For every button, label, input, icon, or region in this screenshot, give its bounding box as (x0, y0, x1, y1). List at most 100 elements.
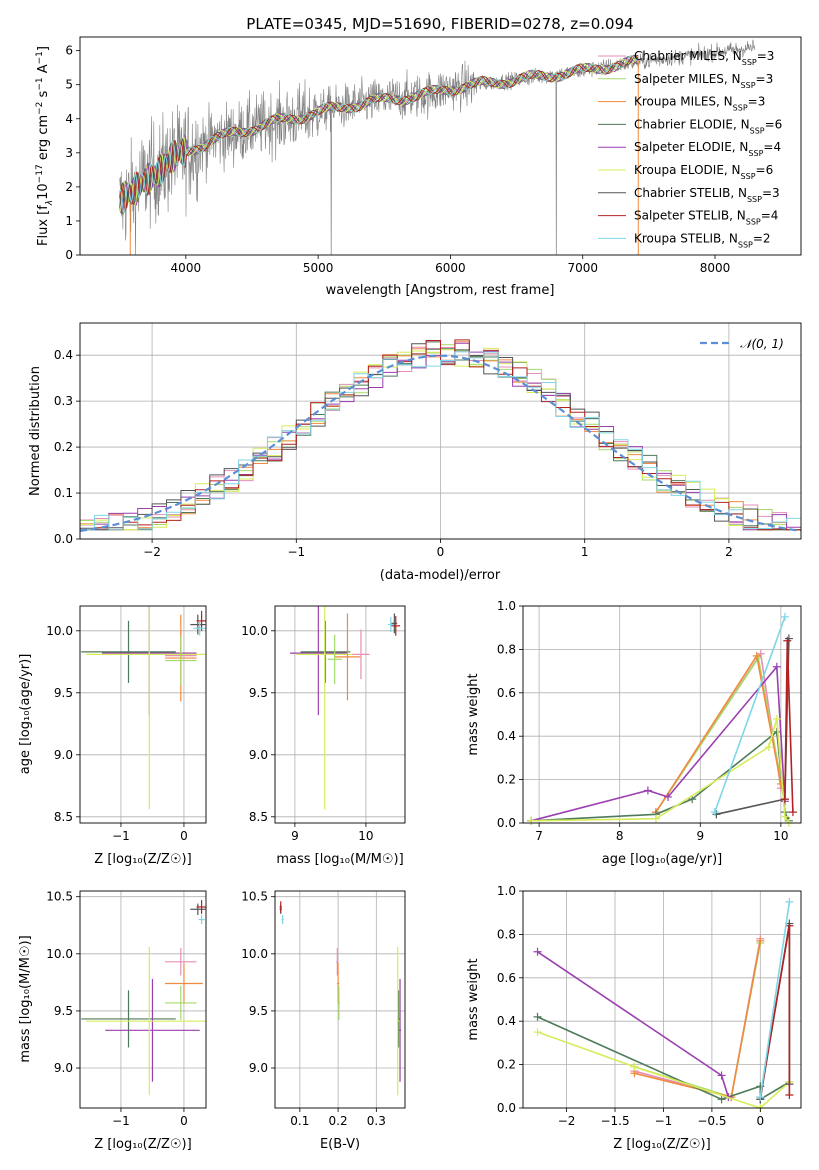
y-tick-label: 0.3 (54, 394, 73, 408)
mass-vs-extinction-panel: 0.1 0.2 0.3 9.0 9.5 10.0 10.5 E(B-V) (241, 890, 406, 1152)
weight-marker-salpeter_stelib (785, 1090, 794, 1099)
age-vs-metallicity-panel: −1 0 8.5 9.0 9.5 10.0 Z [log₁₀(Z/Z☉)] age [log₁… (18, 605, 207, 867)
model-line-kroupa_elodie (119, 56, 639, 213)
y-tick-label: 3 (65, 146, 73, 160)
spectrum-legend: Chabrier MILES, NSSP=3 Salpeter MILES, NS… (598, 49, 782, 249)
legend-label-kroupa_miles: Kroupa MILES, NSSP=3 (634, 95, 765, 113)
x-tick-label: −1 (655, 1114, 673, 1128)
x-tick-label: 10 (358, 829, 373, 843)
spectrum-panel: PLATE=0345, MJD=51690, FIBERID=0278, z=0… (35, 15, 802, 298)
normal-distribution-curve (79, 354, 802, 532)
x-axis-label: Z [log₁₀(Z/Z☉)] (94, 1137, 191, 1152)
weight-marker-salpeter_stelib (785, 921, 794, 930)
y-tick-label: 8.5 (54, 810, 73, 824)
y-axis-label: mass weight (466, 958, 481, 1040)
weight-line-chabrier_elodie (531, 730, 790, 822)
y-tick-label: 10.0 (46, 624, 73, 638)
y-tick-label: 0.1 (54, 486, 73, 500)
axes-frame (79, 36, 802, 256)
x-tick-label: 10 (773, 829, 788, 843)
x-tick-label: 0 (756, 1114, 764, 1128)
x-tick-label: −2 (143, 545, 161, 559)
weight-marker-salpeter_elodie (533, 947, 542, 956)
axes-frame (79, 890, 207, 1109)
x-tick-label: 0 (180, 829, 188, 843)
weight-marker-kroupa_stelib (756, 1093, 765, 1102)
weight-marker-salpeter_stelib (780, 795, 789, 804)
weight-marker-salpeter_stelib (783, 636, 792, 645)
histogram-kroupa_stelib (80, 351, 801, 539)
mass-vs-metallicity-panel: −1 0 9.0 9.5 10.0 10.5 Z [log₁₀(Z/Z☉)] mass [lo… (18, 890, 207, 1152)
y-tick-label: 9.5 (249, 686, 268, 700)
weight-line-kroupa_elodie (531, 718, 790, 824)
x-tick-label: 0 (180, 1114, 188, 1128)
legend-label-salpeter_stelib: Salpeter STELIB, NSSP=4 (634, 209, 778, 227)
x-tick-label: 2 (725, 545, 733, 559)
weight-line-salpeter_miles (634, 942, 762, 1099)
weight-marker-chabrier_elodie (533, 1012, 542, 1021)
x-tick-label: −1 (112, 829, 130, 843)
legend-label-chabrier_miles: Chabrier MILES, NSSP=3 (634, 49, 774, 67)
y-tick-label: 9.0 (249, 1061, 268, 1075)
y-tick-label: 0.8 (497, 642, 516, 656)
axes-frame (522, 890, 802, 1109)
x-axis-label: mass [log₁₀(M/M☉)] (276, 852, 403, 867)
weight-line-salpeter_stelib (784, 640, 794, 813)
y-tick-label: 5 (65, 78, 73, 92)
legend-label-kroupa_elodie: Kroupa ELODIE, NSSP=6 (634, 163, 773, 181)
weight-line-kroupa_stelib (714, 616, 786, 813)
mass-weight-vs-metallicity-panel: −2 −1.5 −1 −0.5 0 0.0 0.2 0.4 0.6 0.8 1.0 Z [log₁₀(… (466, 884, 802, 1152)
x-axis-label: age [log₁₀(age/yr)] (602, 852, 723, 867)
y-tick-label: 4 (65, 112, 73, 126)
model-line-salpeter_elodie (119, 57, 639, 215)
y-tick-label: 1 (65, 214, 73, 228)
y-tick-label: 1.0 (497, 599, 516, 613)
weight-line-kroupa_stelib (759, 901, 791, 1098)
axes-frame (79, 605, 207, 824)
legend-label-normal: 𝒩(0, 1) (740, 337, 784, 351)
legend-label-chabrier_elodie: Chabrier ELODIE, NSSP=6 (634, 117, 782, 135)
age-vs-mass-panel: 9 10 8.5 9.0 9.5 10.0 mass [log₁₀(M/M☉)] (241, 605, 406, 867)
model-line-kroupa_stelib (119, 55, 639, 214)
weight-marker-chabrier_elodie (772, 727, 781, 736)
y-tick-label: 9.0 (249, 748, 268, 762)
y-tick-label: 0.0 (497, 816, 516, 830)
axes-frame (274, 605, 406, 824)
weight-marker-salpeter_stelib (788, 808, 797, 817)
y-tick-label: 0.2 (497, 773, 516, 787)
weight-marker-kroupa_stelib (710, 808, 719, 817)
weight-line-salpeter_elodie (530, 664, 786, 822)
y-tick-label: 9.0 (54, 748, 73, 762)
x-axis-label: wavelength [Angstrom, rest frame] (326, 283, 555, 298)
x-tick-label: 7000 (567, 261, 598, 275)
x-tick-label: −1 (287, 545, 305, 559)
x-tick-label: 8000 (700, 261, 731, 275)
y-tick-label: 9.5 (54, 1004, 73, 1018)
residuals-panel: −2 −1 0 1 2 0.0 0.1 0.2 0.3 0.4 (data-model)/error… (28, 322, 802, 583)
weight-line-kroupa_elodie (537, 1031, 790, 1109)
x-tick-label: 8 (616, 829, 624, 843)
weight-line-salpeter_elodie (537, 951, 730, 1098)
x-tick-label: 7 (535, 829, 543, 843)
figure-title: PLATE=0345, MJD=51690, FIBERID=0278, z=0… (246, 15, 633, 33)
mass-weight-vs-age-panel: 7 8 9 10 0.0 0.2 0.4 0.6 0.8 1.0 age [log₁₀(age/yr… (466, 599, 802, 867)
x-tick-label: −1.5 (600, 1114, 629, 1128)
y-axis-label: mass weight (466, 673, 481, 755)
y-tick-label: 10.0 (46, 947, 73, 961)
legend-label-chabrier_stelib: Chabrier STELIB, NSSP=3 (634, 186, 780, 204)
y-tick-label: 9.5 (54, 686, 73, 700)
x-axis-label: Z [log₁₀(Z/Z☉)] (613, 1137, 710, 1152)
y-axis-label: age [log₁₀(age/yr)] (18, 654, 33, 775)
x-tick-label: 0 (437, 545, 445, 559)
x-tick-label: 9 (291, 829, 299, 843)
weight-marker-chabrier_stelib (712, 810, 721, 819)
weight-marker-kroupa_elodie (533, 1028, 542, 1037)
y-tick-label: 0 (65, 248, 73, 262)
weight-marker-chabrier_stelib (784, 634, 793, 643)
model-line-chabrier_elodie (119, 56, 639, 215)
model-line-salpeter_stelib (119, 54, 639, 213)
weight-marker-kroupa_elodie (764, 743, 773, 752)
weight-marker-chabrier_elodie (717, 1095, 726, 1104)
weight-marker-kroupa_elodie (780, 812, 789, 821)
weight-marker-kroupa_miles (756, 936, 765, 945)
